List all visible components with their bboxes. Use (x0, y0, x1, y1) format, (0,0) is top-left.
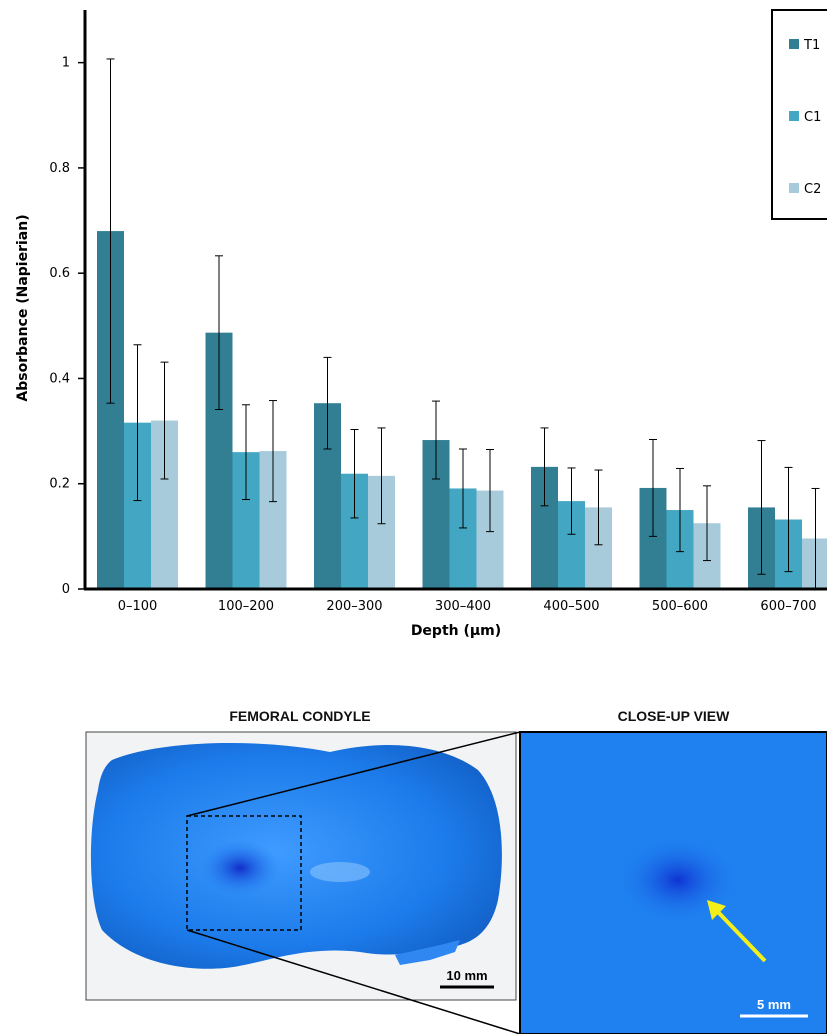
x-tick-label: 600–700 (760, 599, 816, 614)
x-tick-label: 500–600 (652, 599, 708, 614)
x-ticks: 0–100 100–200 200–300 300–400 400–500 500–600… (118, 599, 817, 614)
y-tick-label: 0.4 (49, 371, 70, 386)
legend-box (771, 9, 827, 220)
y-axis-label: Absorbance (Napierian) (15, 214, 31, 401)
legend-label-C1: C1 (804, 110, 821, 125)
right-scale-label: 5 mm (757, 997, 791, 1012)
close-up-frame (519, 731, 827, 1034)
y-tick-label: 0 (62, 582, 70, 597)
legend-swatch-T1 (789, 39, 799, 49)
y-tick-label: 0.2 (49, 477, 70, 492)
legend: T1 C1 C2 (771, 9, 827, 220)
y-tick-label: 0.8 (49, 161, 70, 176)
bars-layer (97, 231, 827, 589)
legend-label-C2: C2 (804, 182, 821, 197)
x-tick-label: 200–300 (326, 599, 382, 614)
left-scale-label: 10 mm (446, 968, 487, 983)
bar-C2-6 (802, 538, 827, 589)
y-tick-label: 1 (62, 56, 70, 71)
error-bars-layer (106, 58, 820, 589)
legend-swatch-C1 (789, 111, 799, 121)
x-tick-label: 100–200 (218, 599, 274, 614)
x-tick-label: 300–400 (435, 599, 491, 614)
legend-label-T1: T1 (803, 38, 820, 53)
photo-frame (85, 731, 517, 1001)
stain-spot (200, 840, 280, 896)
yellow-arrow (707, 900, 767, 963)
close-up-stain (618, 836, 738, 924)
x-tick-label: 0–100 (118, 599, 158, 614)
x-tick-label: 400–500 (543, 599, 599, 614)
femoral-condyle-title: FEMORAL CONDYLE (229, 708, 371, 724)
y-ticks: 0 0.2 0.4 0.6 0.8 1 (49, 56, 85, 597)
close-up-view-title: CLOSE-UP VIEW (617, 708, 730, 724)
glare-highlight (310, 862, 370, 882)
bar-chart: 0 0.2 0.4 0.6 0.8 1 0–100 100–200 200–300 300–40… (15, 9, 827, 639)
zoom-line-top (186, 731, 521, 817)
condyle-edge-fray (395, 940, 460, 965)
dashed-roi-box (186, 815, 302, 931)
femoral-condyle-photo: 10 mm (85, 731, 517, 1001)
legend-items: T1 C1 C2 (789, 38, 821, 197)
y-tick-label: 0.6 (49, 266, 70, 281)
legend-swatch-C2 (789, 183, 799, 193)
close-up-photo: 5 mm (519, 731, 827, 1034)
zoom-line-bottom (186, 929, 521, 1034)
condyle-tissue (90, 742, 502, 969)
x-axis-label: Depth (μm) (411, 623, 501, 639)
